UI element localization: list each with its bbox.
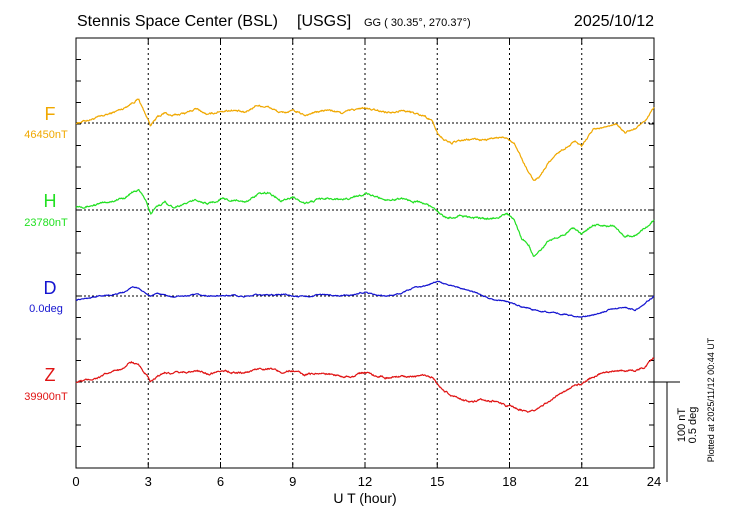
grid (147, 38, 583, 468)
x-tick-label: 3 (145, 474, 152, 489)
series-name-f: F (45, 104, 56, 124)
station-title: Stennis Space Center (BSL) (77, 13, 278, 30)
series-baseline-d: 0.0deg (29, 303, 63, 315)
x-tick-label: 0 (72, 474, 79, 489)
network-label: [USGS] (297, 13, 351, 30)
trace-d (75, 280, 655, 318)
series-baseline-z: 39900nT (24, 391, 68, 403)
plotted-at-note: Plotted at 2025/11/12 00:44 UT (706, 337, 716, 462)
scale-bar-nt-label: 100 nT (676, 408, 688, 443)
coordinates-label: GG ( 30.35°, 270.37°) (364, 17, 471, 29)
x-axis-title: U T (hour) (333, 490, 396, 506)
series-baseline-h: 23780nT (24, 217, 68, 229)
x-tick-label: 12 (358, 474, 372, 489)
traces (75, 98, 655, 413)
baselines (76, 122, 654, 383)
x-tick-label: 6 (217, 474, 224, 489)
trace-h (75, 188, 655, 257)
series-baseline-f: 46450nT (24, 129, 68, 141)
trace-f (76, 98, 655, 182)
series-name-h: H (44, 191, 57, 211)
scale-bar-deg-label: 0.5 deg (687, 407, 699, 444)
trace-z (75, 357, 655, 413)
series-labels: F 46450nT H 23780nT D 0.0deg Z 39900nT (24, 104, 68, 403)
x-tick-label: 15 (430, 474, 444, 489)
date-label: 2025/10/12 (574, 13, 654, 30)
x-tick-label: 21 (575, 474, 589, 489)
series-name-d: D (44, 278, 57, 298)
x-tick-label: 18 (502, 474, 516, 489)
x-axis-ticks: 0 3 6 9 12 15 18 21 24 (72, 38, 661, 489)
x-tick-label: 24 (647, 474, 661, 489)
series-name-z: Z (45, 365, 56, 385)
x-tick-label: 9 (289, 474, 296, 489)
